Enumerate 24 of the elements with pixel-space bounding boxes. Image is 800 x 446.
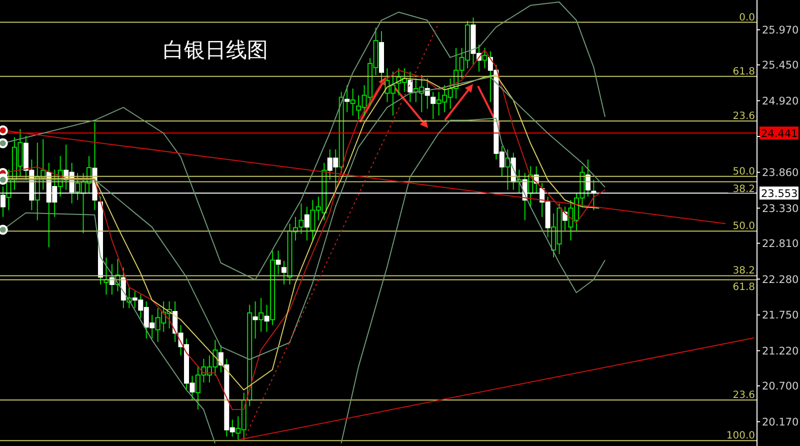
annotation: 38.2	[732, 266, 755, 277]
y-tick-label: 21.750	[762, 310, 799, 322]
y-tick-label: 25.450	[762, 60, 799, 72]
ref-line-label: 23.553	[761, 188, 798, 200]
annotation: 23.6	[732, 110, 755, 122]
y-tick-label: 23.860	[762, 167, 799, 180]
annotation: 100.0	[726, 430, 755, 442]
annotation: 61.8	[732, 282, 755, 293]
annotation: 0.0	[739, 12, 755, 24]
annotation: 23.6	[732, 390, 755, 402]
annotation: 38.2	[732, 184, 755, 195]
annotation: 50.0	[732, 166, 755, 178]
text: 白银日线图	[163, 37, 268, 64]
y-tick-label: 21.220	[762, 345, 799, 358]
y-tick-label: 24.920	[762, 95, 799, 108]
y-tick-label: 22.280	[762, 274, 799, 286]
ref-line-label: 24.441	[761, 128, 798, 140]
y-tick-label: 23.330	[762, 202, 799, 215]
y-tick-label: 22.810	[762, 238, 799, 250]
annotation: 61.8	[732, 66, 755, 78]
annotation: 50.0	[732, 221, 755, 232]
y-tick-label: 25.970	[762, 24, 799, 36]
y-tick-label: 20.700	[762, 380, 799, 393]
y-tick-label: 20.170	[762, 416, 799, 428]
